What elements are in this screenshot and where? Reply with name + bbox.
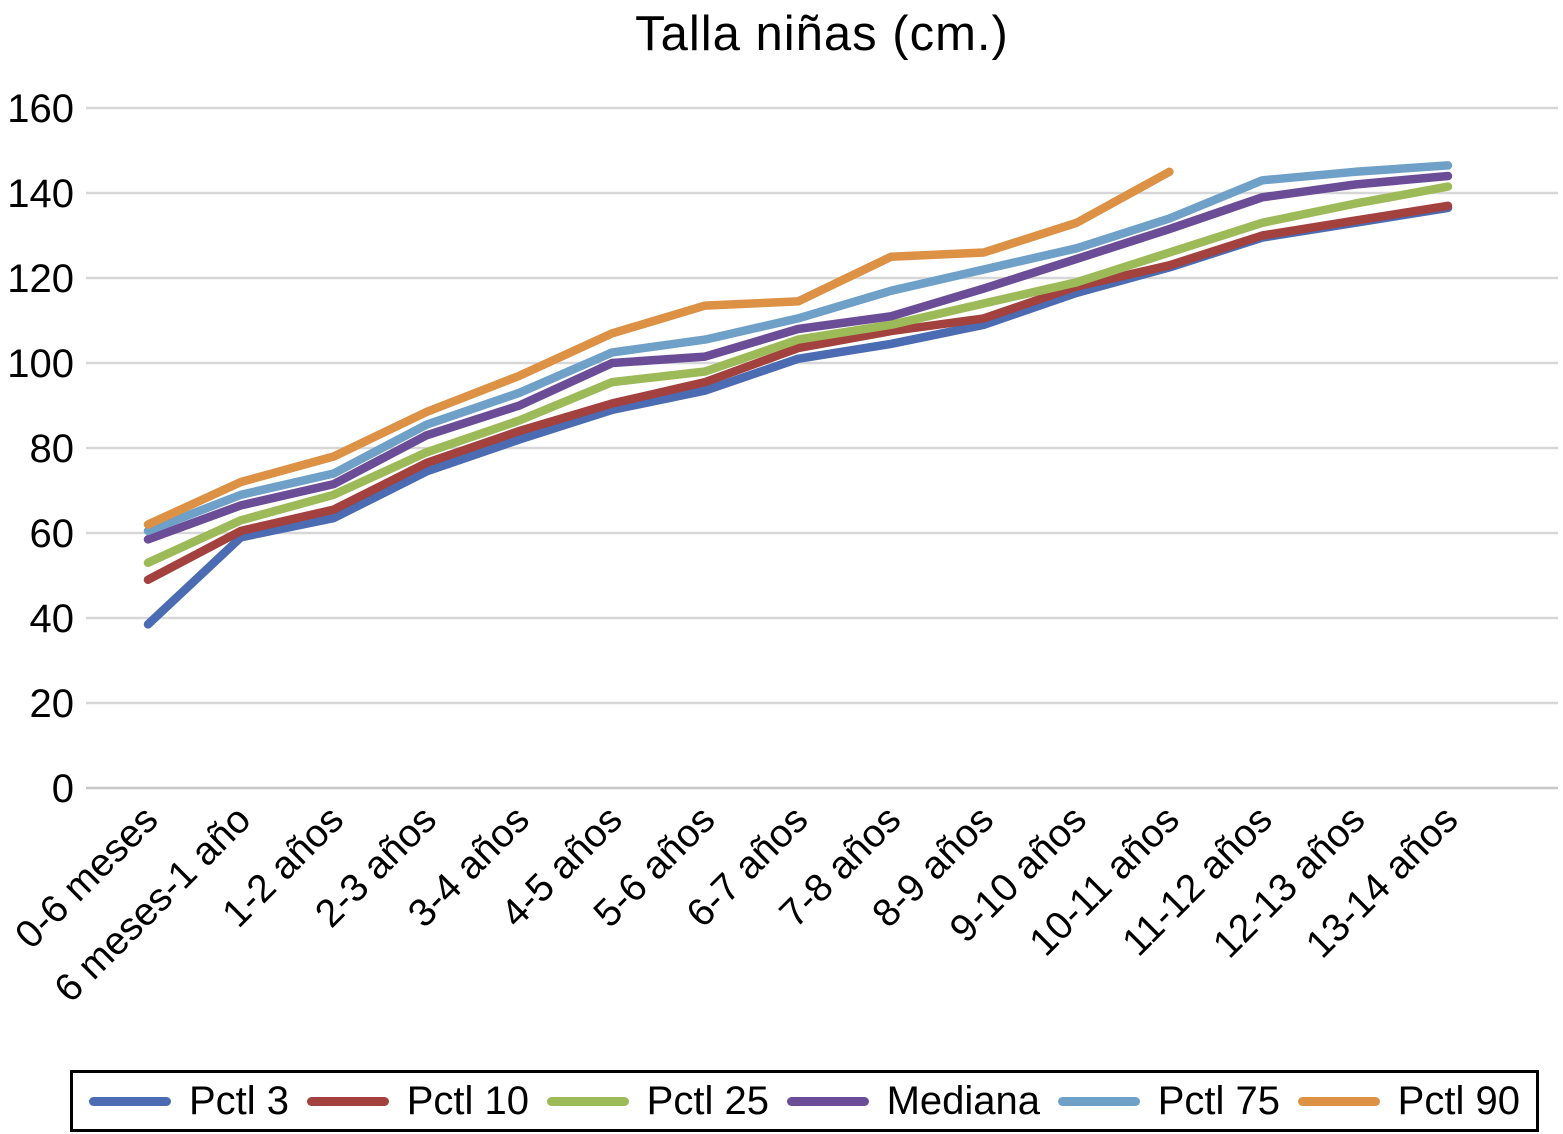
legend-item-pctl-90: Pctl 90 (1297, 1078, 1520, 1124)
y-tick-label: 80 (30, 427, 75, 471)
y-tick-label: 140 (7, 172, 74, 216)
legend-label-pctl-25: Pctl 25 (646, 1078, 769, 1123)
legend-label-pctl-75: Pctl 75 (1157, 1078, 1280, 1123)
legend-label-pctl-10: Pctl 10 (406, 1078, 529, 1123)
legend-item-mediana: Mediana (786, 1078, 1041, 1124)
series-line-mediana (143, 171, 1453, 544)
legend-swatch-pctl-75 (1057, 1096, 1140, 1106)
series-line-pctl-25 (143, 182, 1453, 568)
series-line-pctl-10 (143, 201, 1453, 585)
y-tick-label: 40 (30, 597, 75, 641)
legend-item-pctl-75: Pctl 75 (1057, 1078, 1280, 1124)
y-tick-label: 60 (30, 512, 75, 556)
y-tick-label: 100 (7, 342, 74, 386)
gridlines (86, 106, 1558, 790)
legend-label-mediana: Mediana (886, 1078, 1041, 1123)
chart-title: Talla niñas (cm.) (635, 7, 1009, 61)
legend-swatch-pctl-10 (306, 1096, 389, 1106)
legend-label-pctl-3: Pctl 3 (189, 1078, 290, 1123)
legend-swatch-mediana (786, 1096, 869, 1106)
series-line-pctl-3 (143, 203, 1453, 629)
legend-item-pctl-25: Pctl 25 (546, 1078, 769, 1124)
y-tick-label: 160 (7, 87, 74, 131)
legend-swatch-pctl-3 (89, 1096, 171, 1106)
y-tick-label: 120 (7, 257, 74, 301)
legend-item-pctl-3: Pctl 3 (89, 1079, 289, 1124)
y-axis-labels: 0 20 40 60 80 100 120 140 160 (7, 87, 74, 811)
legend-swatch-pctl-25 (546, 1096, 629, 1106)
series-line-pctl-90 (143, 167, 1174, 529)
legend-label-pctl-90: Pctl 90 (1397, 1078, 1520, 1123)
legend: Pctl 3 Pctl 10 Pctl 25 Mediana Pctl 75 Pctl 9… (70, 1070, 1539, 1132)
legend-item-pctl-10: Pctl 10 (306, 1078, 529, 1124)
series-line-pctl-75 (143, 161, 1453, 536)
y-tick-label: 0 (52, 767, 74, 811)
y-tick-label: 20 (30, 682, 75, 726)
legend-swatch-pctl-90 (1297, 1096, 1380, 1106)
